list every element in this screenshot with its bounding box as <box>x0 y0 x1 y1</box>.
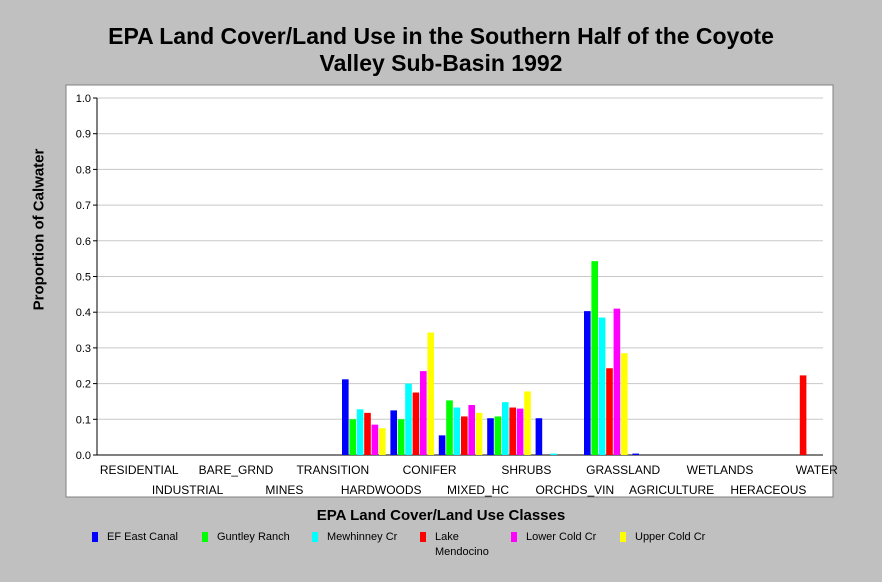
bar-upper-cold-cr <box>379 428 386 455</box>
bar-ef-east-canal <box>438 435 446 455</box>
y-tick-label: 0.2 <box>76 379 91 391</box>
bar-guntley-ranch <box>494 416 502 455</box>
bar-guntley-ranch <box>446 400 453 455</box>
x-tick-label: INDUSTRIAL <box>152 483 224 497</box>
bar-ef-east-canal <box>342 379 349 455</box>
bar-upper-cold-cr <box>427 332 434 455</box>
legend-label: Lake Mendocino <box>435 531 489 558</box>
x-tick-label: AGRICULTURE <box>629 483 714 497</box>
bar-ef-east-canal <box>632 453 639 455</box>
legend-swatch <box>312 532 318 542</box>
legend-label: EF East Canal <box>107 531 178 543</box>
bar-ef-east-canal <box>487 418 494 455</box>
bar-lake-mendocino <box>799 375 807 455</box>
bar-lake-mendocino <box>412 392 420 455</box>
bar-lake-mendocino <box>364 412 371 455</box>
bar-lake-mendocino <box>461 416 468 455</box>
x-tick-label: ORCHDS_VIN <box>535 483 614 497</box>
bar-lower-cold-cr <box>468 405 475 455</box>
x-tick-label: MINES <box>265 483 303 497</box>
legend-swatch <box>92 532 98 542</box>
bar-upper-cold-cr <box>475 412 483 455</box>
x-tick-label: BARE_GRND <box>199 463 274 477</box>
bar-upper-cold-cr <box>621 353 628 455</box>
legend-swatch <box>202 532 208 542</box>
y-tick-label: 1.0 <box>76 93 91 105</box>
y-tick-label: 0.3 <box>76 343 91 355</box>
bar-upper-cold-cr <box>524 391 531 455</box>
y-tick-label: 0.0 <box>76 450 91 462</box>
x-tick-label: HERACEOUS <box>730 483 806 497</box>
bar-mewhinney-cr <box>550 453 557 455</box>
x-tick-label: WATER <box>796 463 838 477</box>
bar-lower-cold-cr <box>516 408 524 455</box>
y-axis-label: Proportion of Calwater <box>30 148 48 311</box>
bar-ef-east-canal <box>535 418 543 455</box>
x-tick-label: RESIDENTIAL <box>100 463 179 477</box>
x-tick-label: TRANSITION <box>296 463 369 477</box>
bar-lower-cold-cr <box>371 424 379 455</box>
legend-label: Mewhinney Cr <box>327 531 398 543</box>
x-tick-label: HARDWOODS <box>341 483 422 497</box>
chart-title-line-1: EPA Land Cover/Land Use in the Southern … <box>108 23 774 49</box>
bar-guntley-ranch <box>397 419 405 455</box>
y-tick-label: 0.5 <box>76 272 91 284</box>
bar-mewhinney-cr <box>405 383 412 455</box>
bar-guntley-ranch <box>591 261 598 455</box>
x-tick-label: MIXED_HC <box>447 483 509 497</box>
bar-lower-cold-cr <box>420 371 427 455</box>
y-tick-label: 0.4 <box>76 307 91 319</box>
x-tick-label: GRASSLAND <box>586 463 660 477</box>
x-tick-label: CONIFER <box>403 463 457 477</box>
y-tick-label: 0.6 <box>76 236 91 248</box>
bar-lower-cold-cr <box>613 308 621 455</box>
x-axis-label: EPA Land Cover/Land Use Classes <box>316 507 566 524</box>
bar-ef-east-canal <box>584 311 591 455</box>
bar-mewhinney-cr <box>598 317 606 455</box>
chart-title-line-2: Valley Sub-Basin 1992 <box>319 50 563 76</box>
y-tick-label: 0.7 <box>76 200 91 212</box>
legend-swatch <box>420 532 426 542</box>
legend-swatch <box>511 532 517 542</box>
bar-lake-mendocino <box>606 368 613 455</box>
y-tick-label: 0.8 <box>76 164 91 176</box>
bar-guntley-ranch <box>349 419 356 455</box>
bar-mewhinney-cr <box>356 409 364 455</box>
bar-mewhinney-cr <box>453 407 461 455</box>
legend-label: Upper Cold Cr <box>635 531 706 543</box>
legend-swatch <box>620 532 626 542</box>
legend-label: Guntley Ranch <box>217 531 290 543</box>
bar-lake-mendocino <box>509 407 516 455</box>
bar-mewhinney-cr <box>502 402 509 455</box>
x-tick-label: WETLANDS <box>687 463 754 477</box>
legend-label: Lower Cold Cr <box>526 531 597 543</box>
x-tick-label: SHRUBS <box>501 463 551 477</box>
bar-ef-east-canal <box>390 410 397 455</box>
y-tick-label: 0.1 <box>76 414 91 426</box>
y-tick-label: 0.9 <box>76 129 91 141</box>
